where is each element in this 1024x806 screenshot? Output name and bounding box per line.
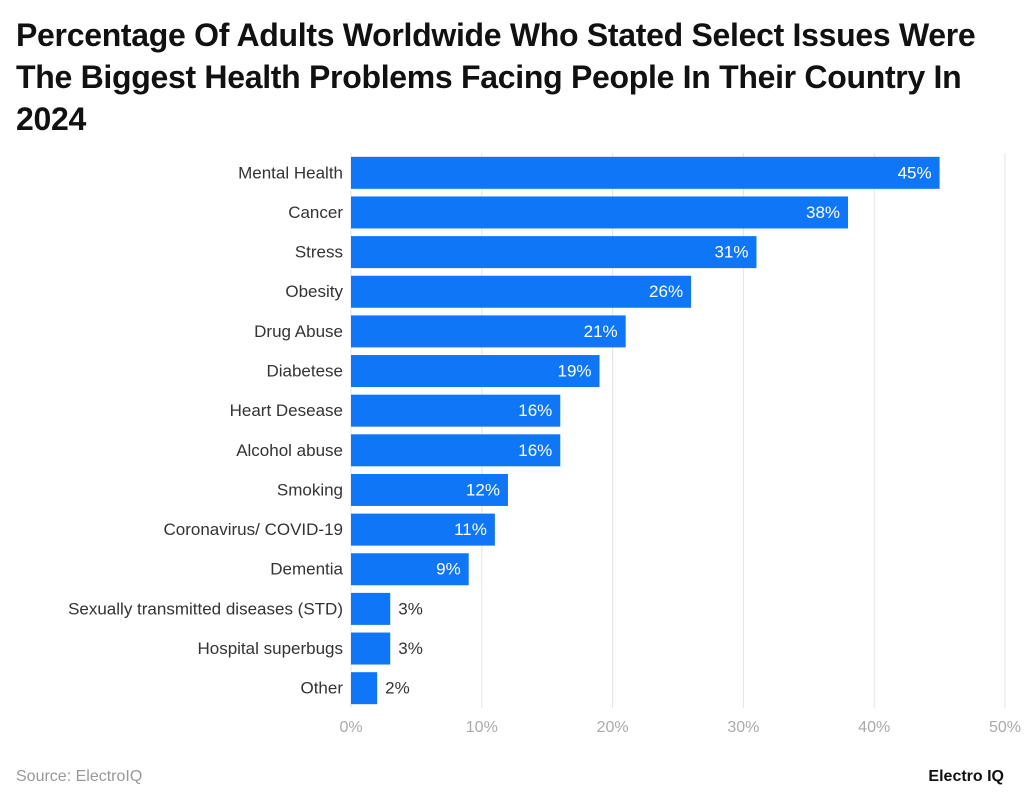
value-label: 21% [584, 322, 618, 341]
y-tick-label: Obesity [285, 282, 343, 301]
bar [351, 513, 495, 546]
y-tick-label: Other [300, 679, 343, 698]
bar [351, 275, 692, 308]
y-tick-label: Alcohol abuse [236, 441, 343, 460]
bar [351, 592, 391, 625]
bar [351, 394, 561, 427]
bar [351, 553, 469, 586]
x-tick-label: 50% [989, 719, 1021, 736]
y-tick-label: Diabetese [266, 362, 343, 381]
y-tick-label: Sexually transmitted diseases (STD) [68, 599, 343, 618]
x-tick-label: 30% [727, 719, 759, 736]
x-tick-label: 10% [466, 719, 498, 736]
bar [351, 156, 940, 189]
bar [351, 196, 849, 229]
x-tick-label: 40% [858, 719, 890, 736]
bar [351, 236, 757, 269]
y-tick-label: Heart Desease [230, 401, 343, 420]
value-label: 45% [898, 163, 932, 182]
y-tick-label: Coronavirus/ COVID-19 [163, 520, 343, 539]
value-label: 3% [398, 599, 423, 618]
y-tick-label: Hospital superbugs [197, 639, 343, 658]
y-tick-label: Drug Abuse [254, 322, 343, 341]
value-label: 9% [436, 560, 461, 579]
y-tick-label: Stress [295, 243, 343, 262]
x-tick-label: 0% [339, 719, 362, 736]
chart-title: Percentage Of Adults Worldwide Who State… [16, 17, 976, 137]
value-label: 38% [806, 203, 840, 222]
bar [351, 315, 626, 348]
x-tick-label: 20% [597, 719, 629, 736]
value-label: 31% [714, 243, 748, 262]
value-label: 19% [557, 362, 591, 381]
bar [351, 473, 508, 506]
value-label: 3% [398, 639, 423, 658]
value-label: 2% [385, 679, 410, 698]
bar [351, 355, 600, 388]
y-tick-label: Mental Health [238, 163, 343, 182]
y-tick-label: Cancer [288, 203, 343, 222]
value-label: 12% [466, 480, 500, 499]
source: Source: ElectroIQ [16, 768, 142, 785]
bar [351, 632, 391, 665]
value-label: 16% [518, 401, 552, 420]
value-label: 26% [649, 282, 683, 301]
value-label: 11% [454, 520, 487, 539]
bar [351, 672, 378, 705]
brand: Electro IQ [928, 768, 1004, 785]
bar [351, 434, 561, 467]
value-label: 16% [518, 441, 552, 460]
y-tick-label: Smoking [277, 480, 343, 499]
y-tick-label: Dementia [270, 560, 343, 579]
